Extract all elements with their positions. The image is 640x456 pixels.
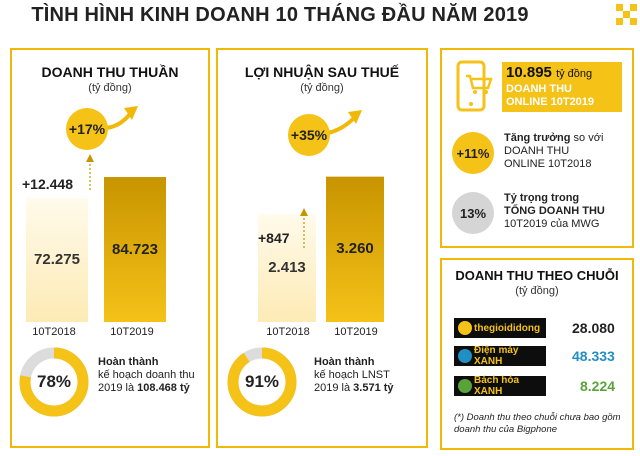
- difference-label: +847: [258, 230, 290, 246]
- growth-rest: so với: [570, 132, 604, 144]
- online-amount-value: 10.895: [506, 64, 552, 81]
- share-line2: TỔNG DOANH THU: [504, 205, 605, 217]
- online-amount-unit: tỷ đồng: [556, 68, 593, 80]
- growth-badge: +17%: [66, 108, 108, 150]
- x-tick-label: 10T2019: [110, 326, 154, 338]
- online-label-line1: DOANH THU: [506, 83, 572, 95]
- footnote-line1: (*) Doanh thu theo chuỗi chưa bao gồm: [454, 412, 621, 423]
- plan-line1: Hoàn thành: [314, 356, 375, 368]
- revenue-donut: [19, 347, 89, 417]
- chain-row-tgdd: thegioididong: [454, 318, 546, 338]
- chart-title: LỢI NHUẬN SAU THUẾ: [244, 64, 400, 80]
- chain-value: 28.080: [572, 320, 615, 336]
- bar-10T2019: [104, 177, 166, 322]
- brand-icon: [458, 349, 472, 363]
- chain-panel: DOANH THU THEO CHUỖI (tỷ đồng) thegioidi…: [440, 258, 634, 450]
- bar-value-label: 3.260: [336, 240, 374, 258]
- plan-line3: 2019 là: [314, 382, 354, 394]
- growth-line3: ONLINE 10T2018: [504, 158, 592, 170]
- growth-bold: Tăng trưởng: [504, 132, 571, 144]
- diff-arrow-head: [86, 154, 94, 162]
- x-tick-label: 10T2018: [32, 326, 76, 338]
- donut-progress: [227, 347, 297, 417]
- x-tick-label: 10T2018: [266, 326, 310, 338]
- bar-10T2019: [326, 176, 384, 322]
- x-tick-label: 10T2019: [334, 326, 378, 338]
- difference-label: +12.448: [22, 176, 73, 192]
- plan-line1: Hoàn thành: [98, 356, 159, 368]
- brand-icon: [458, 321, 472, 335]
- bar-10T2018: [258, 214, 316, 322]
- growth-line2: DOANH THU: [504, 145, 570, 157]
- plan-line3: 2019 là: [98, 382, 138, 394]
- chain-unit: (tỷ đồng): [515, 285, 559, 297]
- plan-line2: kế hoạch doanh thu: [98, 369, 195, 381]
- bar-value-label: 2.413: [268, 259, 306, 277]
- share-line1: Tỷ trọng trong: [504, 192, 580, 204]
- brand-name: Bách hóa XANH: [474, 375, 520, 397]
- online-amount: 10.895 tỷ đồng: [506, 64, 592, 83]
- bar-10T2018: [26, 198, 88, 322]
- footnote-line2: doanh thu của Bigphone: [454, 424, 558, 435]
- bar-value-label: 84.723: [112, 240, 158, 258]
- growth-arrow-head: [124, 106, 138, 120]
- bar-value-label: 72.275: [34, 251, 80, 269]
- plan-note: Hoàn thành kế hoạch doanh thu 2019 là 10…: [98, 356, 208, 395]
- profit-chart: [258, 110, 384, 322]
- chain-row-bhx: Bách hóa XANH: [454, 375, 546, 397]
- online-growth-text: Tăng trưởng so với DOANH THU ONLINE 10T2…: [504, 132, 632, 171]
- chain-value: 48.333: [572, 348, 615, 364]
- chain-title: DOANH THU THEO CHUỖI: [455, 268, 619, 283]
- growth-badge: +35%: [288, 114, 330, 156]
- brand-name: Điện máy XANH: [474, 345, 519, 367]
- donut-percent: 91%: [244, 372, 280, 391]
- chain-value: 8.224: [580, 378, 616, 394]
- revenue-chart: [26, 106, 166, 322]
- page-title: TÌNH HÌNH KINH DOANH 10 THÁNG ĐẦU NĂM 20…: [31, 4, 529, 26]
- growth-arrow-head: [348, 110, 362, 124]
- phone-cart-icon: [456, 60, 493, 112]
- chain-footnote: (*) Doanh thu theo chuỗi chưa bao gồm do…: [454, 412, 621, 436]
- brand-logo: [588, 0, 640, 38]
- donut-percent: 78%: [36, 372, 72, 391]
- diff-arrow-head: [300, 208, 308, 216]
- online-share-text: Tỷ trọng trong TỔNG DOANH THU 10T2019 củ…: [504, 192, 632, 231]
- chart-unit: (tỷ đồng): [88, 82, 132, 94]
- online-growth-badge: +11%: [452, 132, 494, 174]
- profit-donut: [227, 347, 297, 417]
- chart-unit: (tỷ đồng): [300, 82, 344, 94]
- online-panel: 10.895 tỷ đồng DOANH THU ONLINE 10T2019 …: [440, 48, 634, 248]
- donut-progress: [19, 347, 89, 417]
- brand-name: thegioididong: [474, 322, 541, 334]
- chart-title: DOANH THU THUẦN: [41, 64, 179, 80]
- profit-panel: LỢI NHUẬN SAU THUẾ (tỷ đồng) +35% +847 2…: [216, 48, 428, 448]
- online-amount-box: [502, 62, 622, 112]
- plan-target: 3.571 tỷ: [353, 382, 394, 394]
- plan-target: 108.468 tỷ: [137, 382, 190, 394]
- revenue-panel: DOANH THU THUẦN (tỷ đồng) +17% +12.448 7…: [10, 48, 210, 448]
- online-label-line2: ONLINE 10T2019: [506, 96, 595, 108]
- chain-row-dmx: Điện máy XANH: [454, 345, 546, 367]
- online-share-badge: 13%: [452, 192, 494, 234]
- plan-note: Hoàn thành kế hoạch LNST 2019 là 3.571 t…: [314, 356, 424, 395]
- plan-line2: kế hoạch LNST: [314, 369, 390, 381]
- brand-icon: [458, 379, 472, 393]
- share-line3: 10T2019 của MWG: [504, 218, 600, 230]
